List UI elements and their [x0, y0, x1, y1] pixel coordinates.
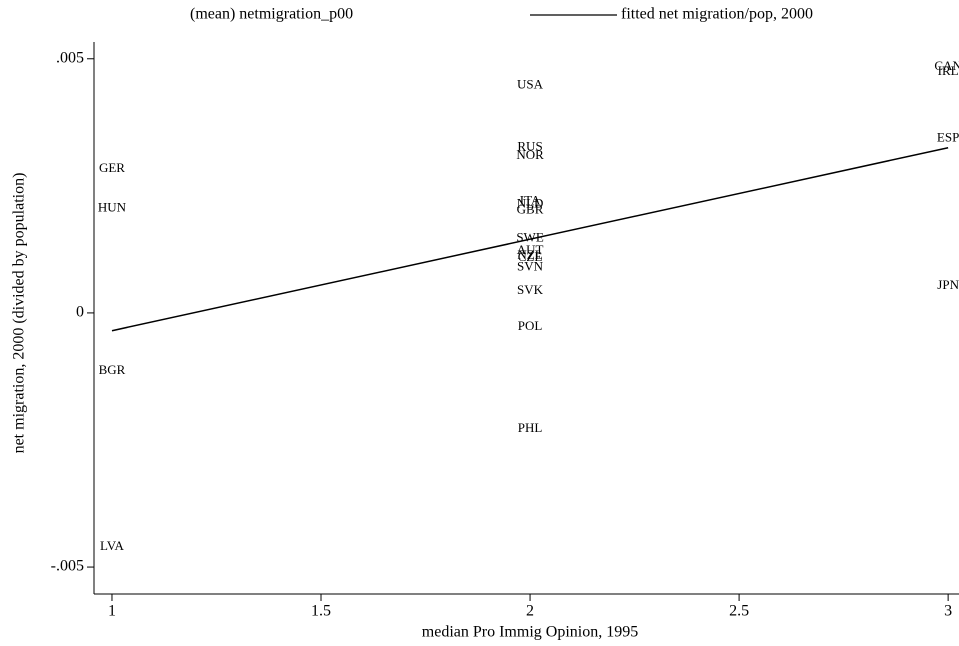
y-axis-label: net migration, 2000 (divided by populati…: [11, 173, 28, 454]
marker-label: USA: [517, 77, 544, 92]
marker-label: POL: [518, 318, 543, 333]
marker-label: LVA: [100, 538, 124, 553]
marker-label: JPN: [937, 277, 959, 292]
marker-label: PHL: [518, 420, 543, 435]
y-tick-label: 0: [76, 304, 84, 321]
fit-line: [111, 146, 949, 332]
x-tick-label: 3: [944, 603, 952, 620]
y-tick-label: -.005: [51, 558, 84, 575]
x-axis-label: median Pro Immig Opinion, 1995: [422, 624, 638, 641]
marker-label: BGR: [99, 362, 126, 377]
marker-label: CZE: [518, 249, 543, 264]
marker-label: HUN: [98, 200, 127, 215]
marker-label: NLD: [517, 196, 544, 211]
marker-label: RUS: [517, 139, 542, 154]
marker-label: NOR: [516, 147, 544, 162]
x-tick-label: 1.5: [311, 603, 331, 620]
marker-label: SVK: [517, 282, 544, 297]
x-tick-label: 2.5: [729, 603, 749, 620]
legend-label: (mean) netmigration_p00: [190, 6, 353, 23]
legend-label: fitted net migration/pop, 2000: [621, 6, 813, 23]
marker-label: ESP: [937, 130, 959, 145]
marker-label: SVN: [517, 259, 544, 274]
x-tick-label: 2: [526, 603, 534, 620]
y-tick-label: .005: [56, 49, 84, 66]
x-tick-label: 1: [108, 603, 116, 620]
marker-label: GER: [99, 160, 125, 175]
marker-label: AUT: [517, 242, 544, 257]
marker-label: GBR: [517, 202, 544, 217]
marker-label: CAN: [934, 58, 959, 73]
marker-label: IRL: [938, 63, 959, 78]
marker-label: ITA: [520, 193, 541, 208]
marker-label: NZL: [517, 247, 542, 262]
